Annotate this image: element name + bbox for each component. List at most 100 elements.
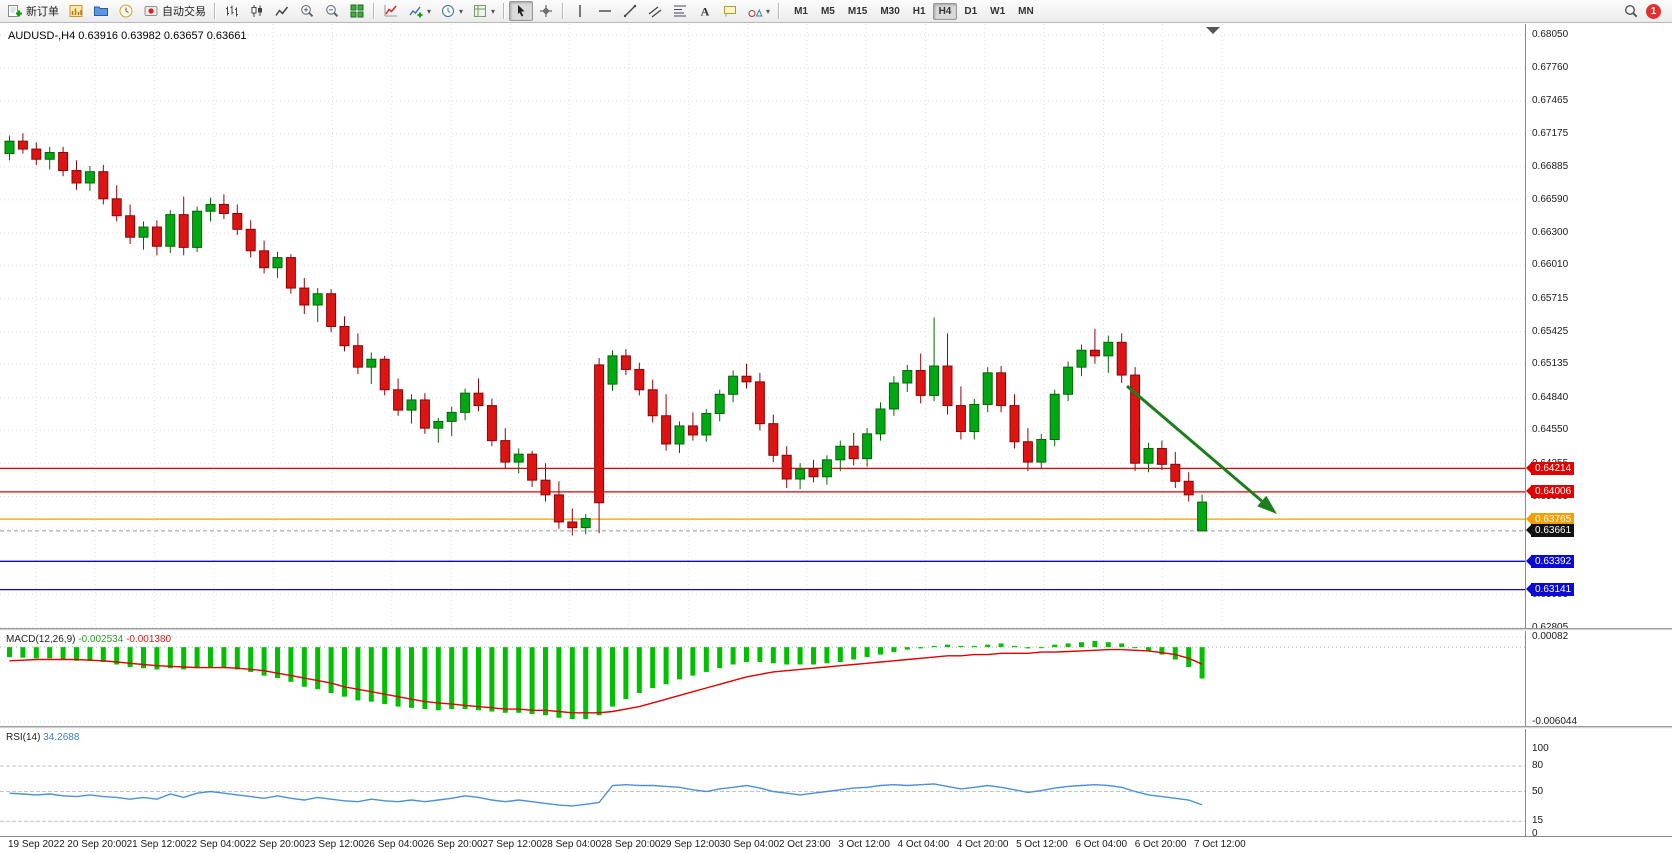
equidistant-channel-icon — [648, 6, 662, 18]
text-tool-button[interactable]: A — [693, 1, 717, 21]
price-tick-label: 0.66010 — [1532, 259, 1569, 271]
timeframe-button-d1[interactable]: D1 — [964, 5, 978, 17]
timeframe-button-h1[interactable]: H1 — [912, 5, 926, 17]
crosshair-button[interactable] — [534, 1, 558, 21]
zoom-in-button[interactable] — [295, 1, 319, 21]
macd-histogram-bar — [797, 647, 803, 665]
time-axis[interactable]: 19 Sep 2022 20 Sep 20:00 21 Sep 12:00 22 Se… — [0, 839, 1525, 853]
time-axis-label: 2 Oct 23:00 — [778, 839, 831, 850]
timeframe-button-m5[interactable]: M5 — [820, 5, 835, 17]
panel-divider[interactable] — [0, 628, 1672, 631]
price-scale[interactable]: 0.68050 0.67760 0.67465 0.67175 0.66885 0.665… — [1525, 24, 1672, 839]
horizontal-line-tool-button[interactable] — [593, 1, 617, 21]
rsi-scale-label: 15 — [1532, 815, 1544, 827]
macd-histogram-bar — [811, 647, 816, 665]
profiles-button[interactable] — [89, 1, 113, 21]
candle — [138, 226, 149, 238]
cursor-button[interactable] — [509, 1, 534, 21]
candle — [192, 210, 203, 248]
vertical-line-tool-button[interactable] — [568, 1, 592, 21]
macd-histogram-bar — [945, 644, 950, 648]
macd-histogram-bar — [757, 647, 763, 663]
macd-histogram-bar — [1025, 647, 1031, 649]
arrows-tool-button[interactable]: ▾ — [743, 1, 774, 21]
auto-trading-button[interactable]: 自动交易 — [139, 1, 210, 21]
macd-histogram-bar — [449, 647, 455, 710]
channel-tool-button[interactable] — [643, 1, 667, 21]
main-chart-panel[interactable]: AUDUSD-,H4 0.63916 0.63982 0.63657 0.636… — [0, 24, 1525, 628]
timeframe-button-mn[interactable]: MN — [1018, 5, 1034, 17]
macd-histogram-bar — [1105, 642, 1111, 648]
price-level-label: 0.63141 — [1525, 583, 1575, 597]
candle — [205, 203, 216, 212]
macd-histogram-bar — [569, 647, 575, 719]
macd-panel[interactable]: MACD(12,26,9) -0.002534 -0.001380 — [0, 631, 1525, 726]
candlestick-chart[interactable] — [0, 24, 1525, 628]
new-order-icon — [8, 5, 22, 17]
horizontal-line-icon — [599, 10, 612, 12]
candle — [151, 226, 162, 247]
macd-histogram-bar — [864, 647, 870, 658]
candle — [862, 433, 873, 460]
macd-histogram-bar — [837, 647, 843, 663]
macd-histogram-bar — [395, 647, 401, 707]
rsi-panel[interactable]: RSI(14) 34.2688 — [0, 729, 1525, 836]
trendline-tool-button[interactable] — [618, 1, 642, 21]
macd-chart[interactable] — [0, 631, 1525, 726]
timeframe-button-m1[interactable]: M1 — [794, 5, 808, 17]
rsi-scale-label: 100 — [1532, 743, 1549, 754]
rsi-line — [9, 783, 1203, 807]
macd-label: MACD(12,26,9) -0.002534 -0.001380 — [6, 634, 171, 645]
macd-histogram-bar — [543, 647, 548, 716]
timeframe-button-w1[interactable]: W1 — [990, 5, 1006, 17]
panel-divider[interactable] — [0, 726, 1672, 729]
candle — [84, 171, 95, 184]
macd-histogram-bar — [663, 647, 669, 685]
price-level-label: 0.64214 — [1525, 461, 1575, 475]
new-chart-button[interactable] — [64, 1, 88, 21]
macd-histogram-bar — [275, 647, 280, 679]
templates-button[interactable]: ▾ — [468, 1, 499, 21]
time-axis-label: 19 Sep 2022 — [8, 839, 65, 850]
macd-scale-label: -0.006044 — [1532, 716, 1578, 727]
chart-bars-button[interactable] — [220, 1, 244, 21]
chart-line-button[interactable] — [270, 1, 294, 21]
notification-badge[interactable]: 1 — [1646, 3, 1661, 19]
trend-arrow-annotation[interactable] — [1126, 384, 1263, 503]
tile-windows-button[interactable] — [345, 1, 369, 21]
candle — [929, 365, 940, 396]
text-label-tool-button[interactable] — [718, 1, 742, 21]
chart-candles-button[interactable] — [245, 1, 269, 21]
periods-button[interactable]: ▾ — [436, 1, 467, 21]
market-watch-button[interactable] — [114, 1, 138, 21]
candle — [1156, 448, 1167, 465]
fibonacci-tool-button[interactable] — [668, 1, 692, 21]
timeframe-button-m30[interactable]: M30 — [880, 5, 900, 17]
price-tick-label: 0.67760 — [1532, 61, 1569, 73]
chart-line-icon — [275, 6, 289, 16]
price-tick-label: 0.65135 — [1532, 358, 1569, 370]
toolbar-separator — [373, 3, 375, 19]
zoom-out-button[interactable] — [320, 1, 344, 21]
time-axis-label: 26 Sep 04:00 — [363, 839, 424, 850]
macd-histogram-bar — [1065, 643, 1071, 648]
chart-shift-marker[interactable] — [1206, 27, 1220, 34]
candle — [259, 250, 270, 269]
new-order-button[interactable]: 新订单 — [3, 1, 63, 21]
timeframe-button-m15[interactable]: M15 — [847, 5, 868, 17]
macd-histogram-bar — [703, 647, 709, 672]
candle — [98, 171, 109, 200]
add-indicator-button[interactable]: ▾ — [404, 1, 435, 21]
macd-histogram-bar — [261, 647, 267, 676]
macd-histogram-bar — [583, 647, 589, 719]
macd-histogram-bar — [998, 643, 1004, 648]
rsi-chart[interactable] — [0, 729, 1525, 836]
macd-signal-value: -0.001380 — [126, 634, 172, 645]
macd-histogram-bar — [650, 647, 656, 689]
search-icon[interactable] — [1623, 3, 1639, 19]
indicators-button[interactable] — [379, 1, 403, 21]
timeframe-button-h4[interactable]: H4 — [932, 2, 958, 20]
text-icon: A — [701, 5, 710, 19]
macd-histogram-bar — [1092, 640, 1098, 648]
price-tick-label: 0.67175 — [1532, 127, 1569, 139]
